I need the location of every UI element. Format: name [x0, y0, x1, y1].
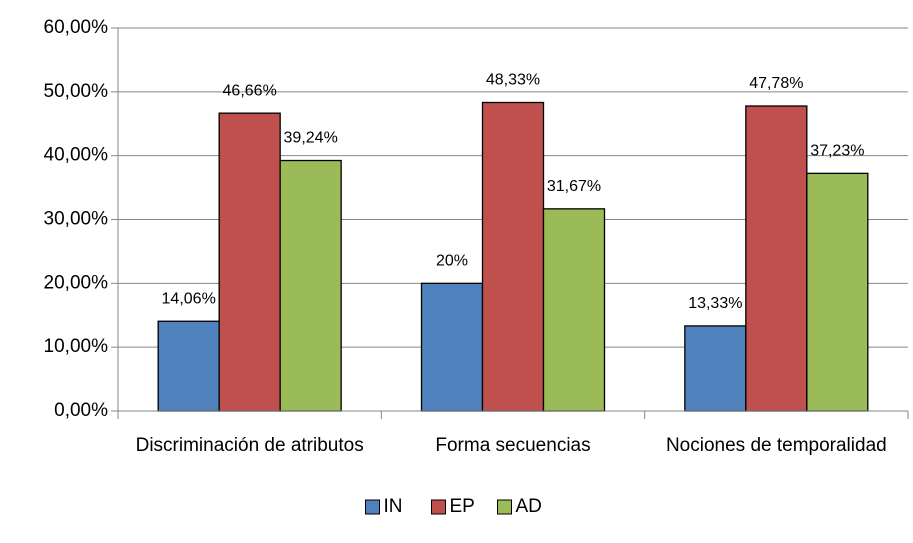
- value-label: 47,78%: [749, 75, 803, 92]
- bar: [542, 208, 606, 412]
- legend-label: IN: [384, 496, 403, 517]
- bar: [806, 172, 869, 412]
- x-tick-label: Discriminación de atributos: [135, 435, 364, 456]
- x-tick-label: Nociones de temporalidad: [665, 435, 887, 456]
- bar: [420, 282, 484, 412]
- value-label: 20%: [436, 253, 468, 270]
- bar: [481, 101, 545, 412]
- y-tick-label: 60,00%: [44, 17, 109, 38]
- y-tick-label: 30,00%: [44, 209, 109, 230]
- legend-swatch: [497, 499, 512, 515]
- value-label: 14,06%: [162, 290, 216, 307]
- bar: [684, 325, 747, 412]
- y-tick-label: 50,00%: [44, 81, 109, 102]
- value-label: 13,33%: [688, 295, 742, 312]
- legend-swatch: [365, 499, 380, 515]
- y-tick-label: 20,00%: [44, 272, 109, 293]
- value-label: 37,23%: [810, 143, 864, 160]
- legend-label: EP: [450, 496, 475, 517]
- y-tick-label: 40,00%: [44, 145, 109, 166]
- bar: [157, 320, 220, 412]
- x-tick-label: Forma secuencias: [435, 435, 591, 456]
- bar: [745, 105, 808, 412]
- value-label: 31,67%: [547, 178, 601, 195]
- value-label: 48,33%: [486, 72, 540, 89]
- bar: [218, 112, 281, 412]
- value-label: 39,24%: [284, 130, 338, 147]
- legend-swatch: [431, 499, 446, 515]
- y-tick-label: 10,00%: [44, 336, 109, 357]
- bar: [279, 159, 342, 412]
- y-tick-label: 0,00%: [54, 400, 108, 421]
- value-label: 46,66%: [223, 82, 277, 99]
- legend-label: AD: [516, 496, 542, 517]
